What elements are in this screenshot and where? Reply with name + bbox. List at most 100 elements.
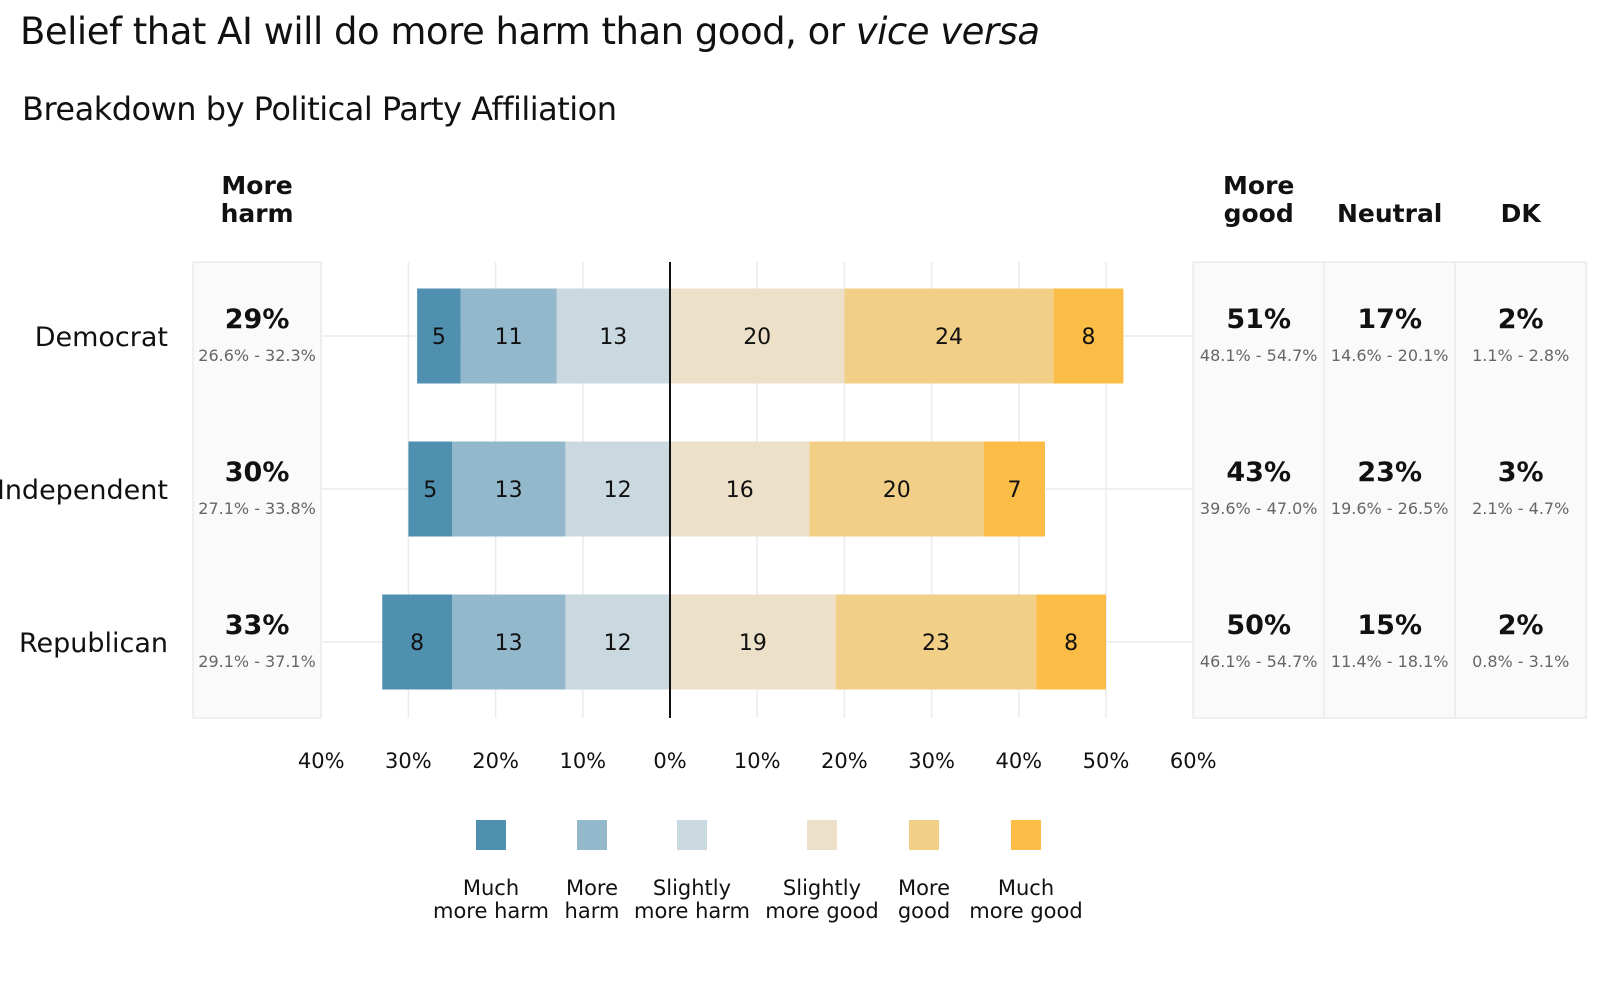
summary-more-harm-ci: 26.6% - 32.3% [198,346,316,365]
bar-value-label: 8 [410,631,424,656]
summary-more-harm-ci: 27.1% - 33.8% [198,499,316,518]
bar-segment-independent-slightly-more-good [670,441,810,537]
legend-swatch [909,820,939,850]
chart-title: Belief that AI will do more harm than go… [20,10,1040,53]
bar-segment-republican-slightly-more-harm [565,594,670,690]
bar-value-label: 13 [495,631,523,656]
summary-more-good-value: 51% [1226,304,1291,335]
x-tick-label: 20% [821,749,868,773]
bar-value-label: 23 [922,631,950,656]
summary-neutral-ci: 14.6% - 20.1% [1331,346,1449,365]
bar-value-label: 19 [739,631,767,656]
summary-neutral-value: 23% [1357,457,1422,488]
legend-label-line1: Slightly [653,876,731,900]
summary-more-harm-value: 30% [225,457,290,488]
legend-swatch [577,820,607,850]
chart-title-main: Belief that AI will do more harm than go… [20,10,845,53]
legend-label-line1: More [566,876,618,900]
bar-value-label: 16 [726,478,754,503]
summary-neutral-value: 17% [1357,304,1422,335]
legend-label-line1: More [898,876,950,900]
legend-label-line2: good [898,899,950,923]
header-neutral: Neutral [1337,199,1442,228]
bar-segment-republican-more-good [835,594,1037,690]
bar-value-label: 5 [423,478,437,503]
summary-dk-ci: 0.8% - 3.1% [1472,652,1569,671]
x-tick-label: 10% [559,749,606,773]
legend-swatch [807,820,837,850]
summary-more-good-value: 43% [1226,457,1291,488]
bar-segment-republican-more-harm [452,594,566,690]
x-tick-label: 60% [1170,749,1217,773]
summary-more-harm-ci: 29.1% - 37.1% [198,652,316,671]
bar-value-label: 12 [604,478,632,503]
bar-value-label: 5 [432,325,446,350]
more-good-panel [1192,261,1325,719]
header-more-good-line1: More [1223,171,1294,200]
bar-segment-democrat-much-more-harm [417,288,461,384]
legend-swatch [476,820,506,850]
legend-label-line2: more harm [634,899,750,923]
summary-dk-value: 3% [1498,457,1544,488]
summary-dk-ci: 2.1% - 4.7% [1472,499,1569,518]
bar-value-label: 20 [743,325,771,350]
bar-value-label: 11 [495,325,523,350]
summary-dk-ci: 1.1% - 2.8% [1472,346,1569,365]
summary-more-harm-value: 29% [225,304,290,335]
bar-value-label: 20 [883,478,911,503]
summary-neutral-ci: 11.4% - 18.1% [1331,652,1449,671]
summary-more-good-value: 50% [1226,610,1291,641]
bar-segment-democrat-more-good [844,288,1054,384]
x-tick-label: 50% [1083,749,1130,773]
chart-title-italic: vice versa [855,10,1040,53]
x-tick-label: 30% [908,749,955,773]
summary-neutral-ci: 19.6% - 26.5% [1331,499,1449,518]
row-label-democrat: Democrat [35,322,168,353]
bar-value-label: 13 [495,478,523,503]
legend-label-line2: more good [765,899,878,923]
bar-segment-republican-slightly-more-good [670,594,836,690]
bar-value-label: 12 [604,631,632,656]
bar-segment-democrat-slightly-more-good [670,288,845,384]
legend-swatch [1011,820,1041,850]
neutral-panel [1323,261,1456,719]
legend-label-line2: more good [969,899,1082,923]
bar-segment-democrat-slightly-more-harm [556,288,670,384]
bar-segment-independent-much-more-good [983,441,1045,537]
x-tick-label: 10% [734,749,781,773]
row-label-republican: Republican [19,628,168,659]
bar-segment-independent-more-harm [452,441,566,537]
legend-label-line1: Slightly [783,876,861,900]
legend-swatch [677,820,707,850]
x-tick-label: 40% [298,749,345,773]
bar-segment-democrat-much-more-good [1053,288,1124,384]
x-tick-label: 0% [653,749,686,773]
bar-segment-democrat-more-harm [460,288,557,384]
bar-segment-republican-much-more-good [1036,594,1106,690]
bar-value-label: 7 [1007,478,1021,503]
bar-segment-republican-much-more-harm [382,594,452,690]
dk-panel [1454,261,1587,719]
header-dk: DK [1501,199,1543,228]
bar-value-label: 8 [1082,325,1096,350]
summary-more-good-ci: 48.1% - 54.7% [1200,346,1318,365]
header-more-harm-line2: harm [221,199,294,228]
legend-label-line1: Much [463,876,519,900]
legend-label-line2: more harm [433,899,549,923]
summary-more-good-ci: 46.1% - 54.7% [1200,652,1318,671]
summary-dk-value: 2% [1498,304,1544,335]
x-tick-label: 30% [385,749,432,773]
summary-dk-value: 2% [1498,610,1544,641]
x-tick-label: 20% [472,749,519,773]
x-tick-label: 40% [995,749,1042,773]
legend-label-line1: Much [998,876,1054,900]
legend-label-line2: harm [565,899,620,923]
summary-more-good-ci: 39.6% - 47.0% [1200,499,1318,518]
bar-value-label: 13 [599,325,627,350]
bar-value-label: 24 [935,325,963,350]
bar-segment-independent-more-good [809,441,984,537]
chart-subtitle: Breakdown by Political Party Affiliation [22,90,617,128]
header-more-harm-line1: More [221,171,292,200]
header-more-good-line2: good [1224,199,1294,228]
